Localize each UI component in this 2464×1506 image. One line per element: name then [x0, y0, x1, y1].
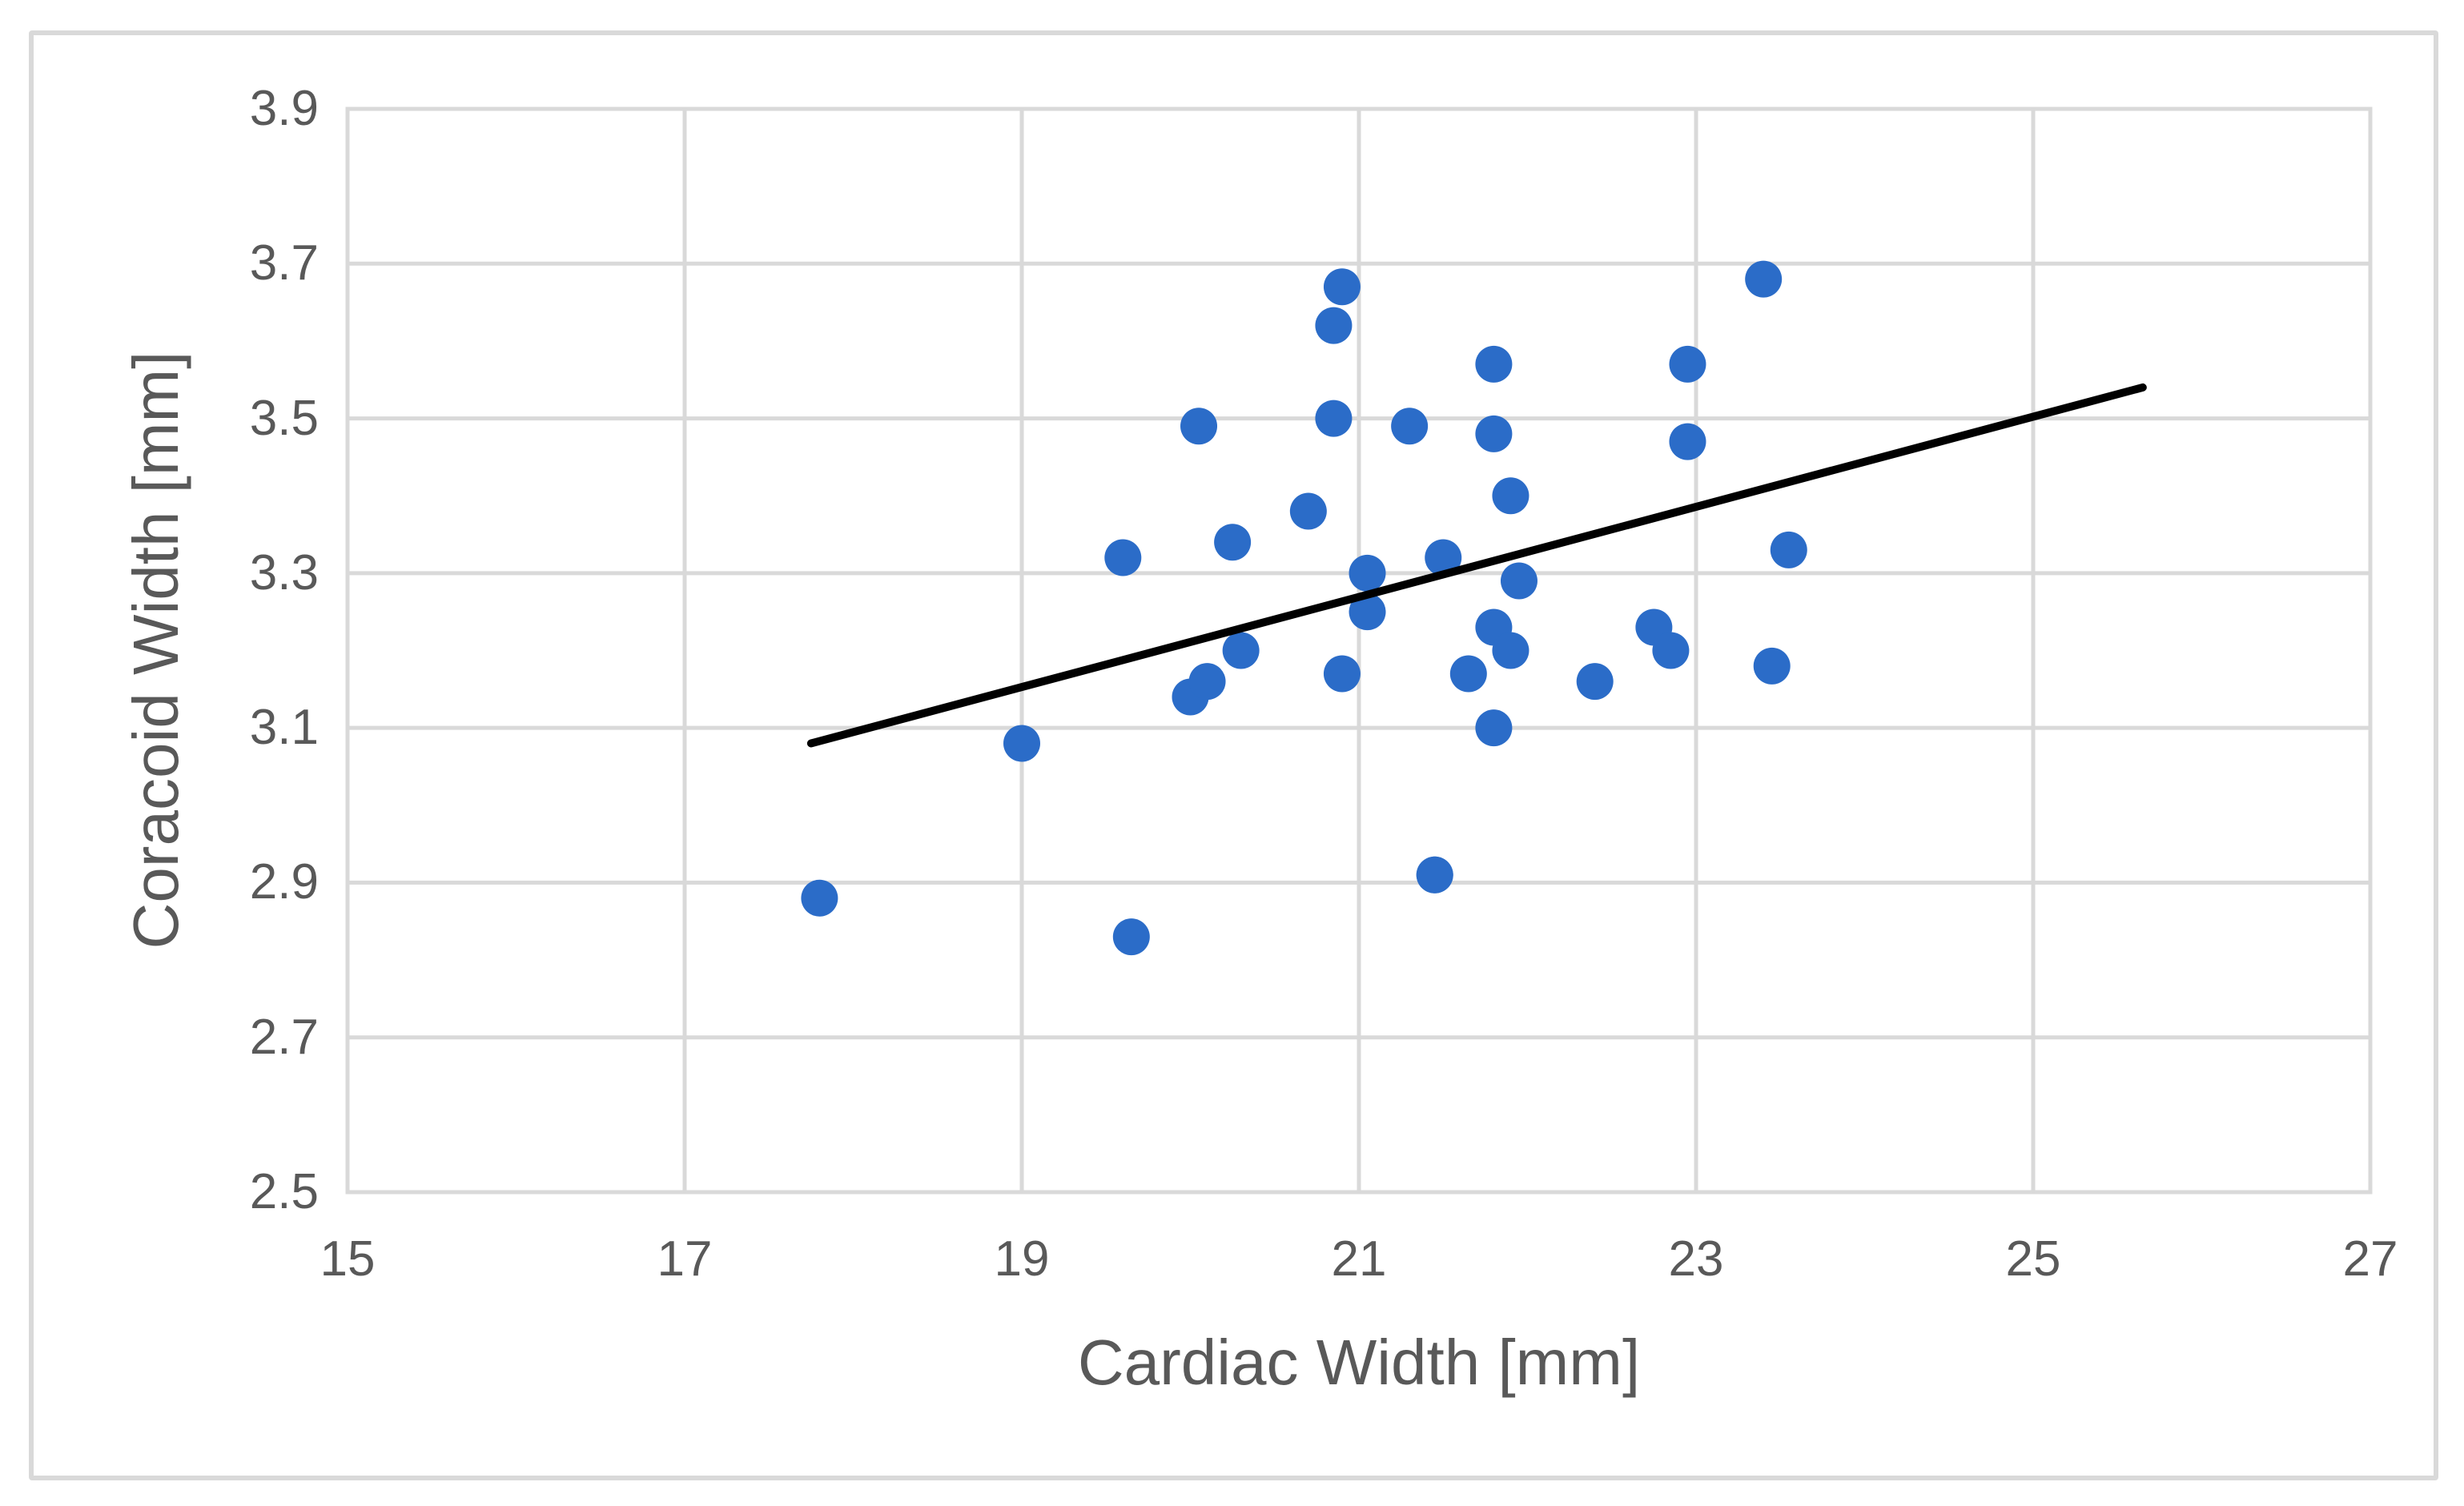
- x-tick-label: 21: [1331, 1231, 1387, 1287]
- y-tick-label: 3.3: [249, 544, 319, 600]
- x-tick-label: 25: [2005, 1231, 2061, 1287]
- chart-frame: [29, 30, 2438, 1480]
- scatter-point: [1222, 632, 1260, 669]
- scatter-point: [1315, 400, 1353, 437]
- scatter-point: [1416, 856, 1453, 894]
- scatter-point: [1391, 408, 1429, 445]
- y-tick-label: 2.9: [249, 854, 319, 910]
- scatter-point: [1214, 524, 1252, 561]
- scatter-point: [1180, 408, 1218, 445]
- scatter-point: [1492, 632, 1529, 669]
- scatter-point: [1112, 918, 1150, 956]
- scatter-point: [1003, 725, 1040, 762]
- scatter-point: [1770, 531, 1807, 568]
- scatter-point: [1652, 632, 1690, 669]
- scatter-point: [1753, 647, 1791, 685]
- scatter-point: [1492, 477, 1529, 515]
- scatter-point: [1745, 260, 1783, 298]
- y-tick-label: 3.9: [249, 81, 319, 136]
- x-tick-label: 23: [1668, 1231, 1724, 1287]
- plot-border: [345, 106, 2373, 1195]
- scatter-point: [1475, 709, 1513, 747]
- y-tick-label: 3.1: [249, 700, 319, 756]
- scatter-point: [1323, 268, 1361, 306]
- scatter-point: [1576, 663, 1614, 701]
- scatter-point: [1289, 492, 1327, 530]
- y-axis-title: Coracoid Width [mm]: [120, 351, 191, 950]
- x-tick-label: 17: [657, 1231, 713, 1287]
- scatter-point: [1449, 655, 1487, 693]
- scatter-point: [1349, 554, 1386, 592]
- scatter-point: [1669, 345, 1706, 383]
- trend-line: [806, 383, 2147, 748]
- x-tick-label: 19: [994, 1231, 1050, 1287]
- scatter-point: [1500, 562, 1537, 600]
- scatter-point: [1188, 663, 1226, 701]
- x-tick-label: 15: [320, 1231, 376, 1287]
- y-tick-label: 2.5: [249, 1164, 319, 1219]
- y-tick-label: 2.7: [249, 1009, 319, 1065]
- y-tick-label: 3.7: [249, 235, 319, 291]
- scatter-point: [801, 879, 838, 917]
- x-axis-title: Cardiac Width [mm]: [1077, 1327, 1641, 1398]
- x-tick-label: 27: [2342, 1231, 2398, 1287]
- scatter-point: [1475, 345, 1513, 383]
- scatter-point: [1475, 415, 1513, 452]
- scatter-point: [1104, 539, 1142, 576]
- scatter-point: [1323, 655, 1361, 693]
- y-tick-label: 3.5: [249, 390, 319, 446]
- scatter-point: [1669, 423, 1706, 460]
- scatter-point: [1425, 539, 1462, 576]
- scatter-point: [1349, 593, 1386, 631]
- scatter-point: [1315, 307, 1353, 344]
